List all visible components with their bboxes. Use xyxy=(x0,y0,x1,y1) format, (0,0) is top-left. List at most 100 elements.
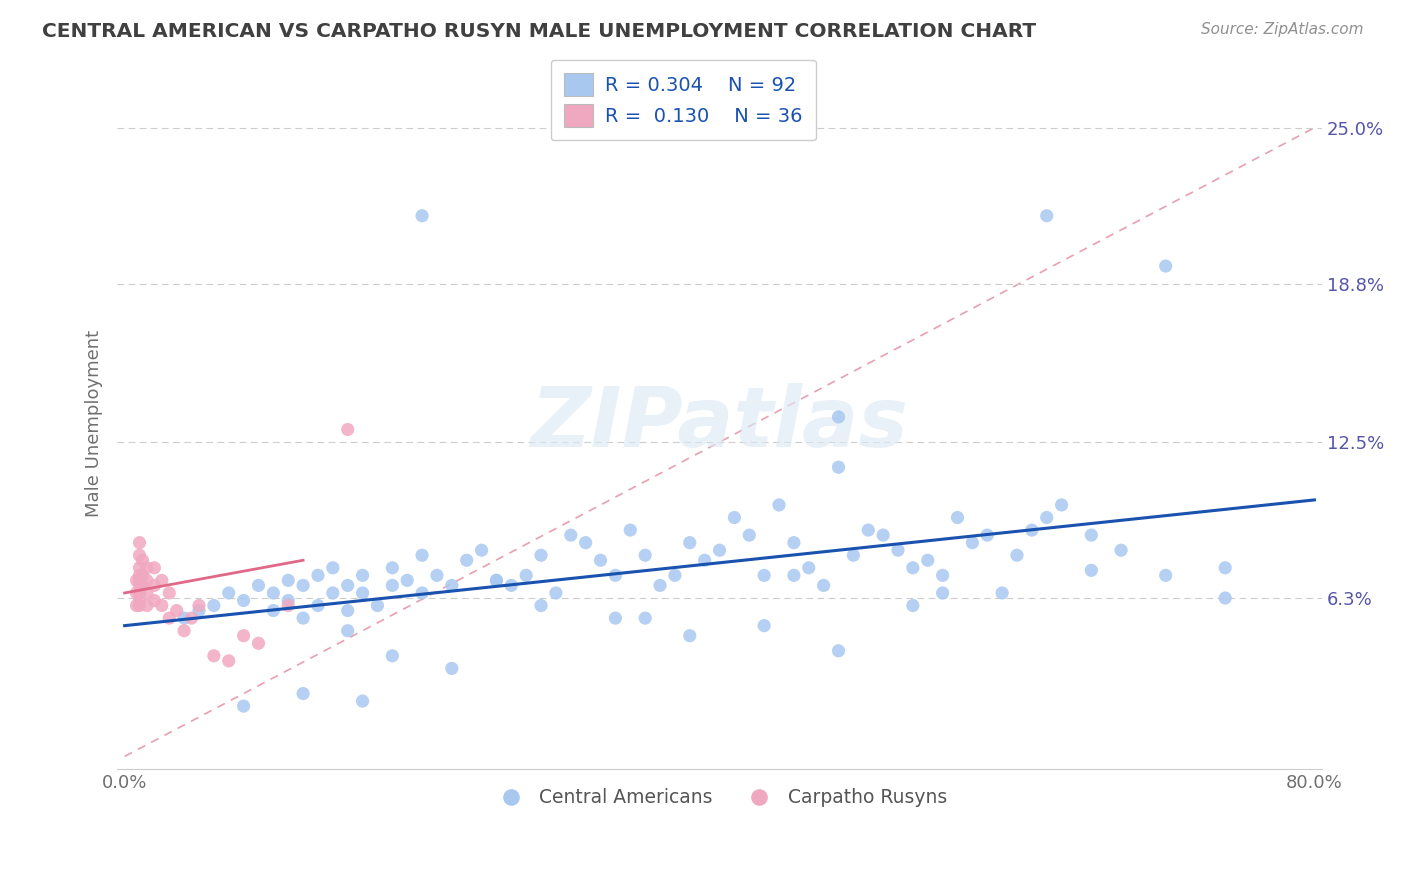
Point xyxy=(352,586,374,600)
Point xyxy=(605,611,627,625)
Point xyxy=(619,523,641,537)
Point xyxy=(544,586,567,600)
Point xyxy=(125,574,148,588)
Point xyxy=(411,548,433,562)
Point xyxy=(173,611,195,625)
Point xyxy=(589,553,612,567)
Point xyxy=(931,586,953,600)
Point xyxy=(1080,563,1102,577)
Point xyxy=(827,460,849,475)
Point xyxy=(232,593,254,607)
Point xyxy=(143,561,166,575)
Point xyxy=(605,568,627,582)
Point xyxy=(136,561,159,575)
Point xyxy=(336,624,359,638)
Point xyxy=(931,568,953,582)
Point xyxy=(150,599,173,613)
Point xyxy=(440,578,463,592)
Point xyxy=(136,586,159,600)
Point xyxy=(1154,259,1177,273)
Point xyxy=(1035,209,1057,223)
Point xyxy=(738,528,761,542)
Point xyxy=(292,687,315,701)
Point xyxy=(976,528,998,542)
Point xyxy=(128,561,150,575)
Point xyxy=(411,586,433,600)
Point xyxy=(1035,510,1057,524)
Point xyxy=(634,611,657,625)
Point xyxy=(292,611,315,625)
Point xyxy=(946,510,969,524)
Point xyxy=(307,599,329,613)
Point xyxy=(262,603,284,617)
Point xyxy=(262,586,284,600)
Point xyxy=(277,574,299,588)
Point xyxy=(128,578,150,592)
Point xyxy=(322,586,344,600)
Point xyxy=(634,548,657,562)
Text: ZIPatlas: ZIPatlas xyxy=(530,383,908,464)
Point xyxy=(131,553,153,567)
Point xyxy=(143,593,166,607)
Point xyxy=(125,586,148,600)
Point xyxy=(173,624,195,638)
Point xyxy=(232,699,254,714)
Point xyxy=(797,561,820,575)
Point xyxy=(515,568,537,582)
Point xyxy=(471,543,494,558)
Point xyxy=(352,694,374,708)
Point xyxy=(202,648,225,663)
Point xyxy=(768,498,790,512)
Point xyxy=(188,599,211,613)
Point xyxy=(143,578,166,592)
Y-axis label: Male Unemployment: Male Unemployment xyxy=(86,330,103,516)
Point xyxy=(858,523,880,537)
Point xyxy=(381,561,404,575)
Point xyxy=(1005,548,1028,562)
Point xyxy=(128,535,150,549)
Point xyxy=(962,535,984,549)
Point xyxy=(277,593,299,607)
Point xyxy=(131,568,153,582)
Point xyxy=(218,586,240,600)
Point xyxy=(411,209,433,223)
Point xyxy=(128,593,150,607)
Point xyxy=(693,553,716,567)
Point xyxy=(1213,561,1236,575)
Text: Source: ZipAtlas.com: Source: ZipAtlas.com xyxy=(1201,22,1364,37)
Point xyxy=(679,629,702,643)
Point xyxy=(575,535,598,549)
Point xyxy=(396,574,419,588)
Point xyxy=(157,611,180,625)
Point xyxy=(872,528,894,542)
Point xyxy=(180,611,202,625)
Point xyxy=(381,578,404,592)
Point xyxy=(1109,543,1132,558)
Point xyxy=(648,578,671,592)
Point xyxy=(664,568,686,582)
Point xyxy=(827,644,849,658)
Point xyxy=(136,599,159,613)
Point xyxy=(530,599,553,613)
Point xyxy=(485,574,508,588)
Point xyxy=(202,599,225,613)
Point xyxy=(366,599,388,613)
Point xyxy=(336,578,359,592)
Point xyxy=(188,603,211,617)
Point xyxy=(307,568,329,582)
Point xyxy=(218,654,240,668)
Point xyxy=(1213,591,1236,605)
Point xyxy=(1021,523,1043,537)
Point xyxy=(336,423,359,437)
Point xyxy=(456,553,478,567)
Legend: Central Americans, Carpatho Rusyns: Central Americans, Carpatho Rusyns xyxy=(485,780,955,815)
Point xyxy=(530,548,553,562)
Point xyxy=(783,535,806,549)
Point xyxy=(150,574,173,588)
Point xyxy=(485,574,508,588)
Point xyxy=(887,543,910,558)
Point xyxy=(1050,498,1073,512)
Point xyxy=(709,543,731,558)
Point xyxy=(247,578,270,592)
Point xyxy=(277,599,299,613)
